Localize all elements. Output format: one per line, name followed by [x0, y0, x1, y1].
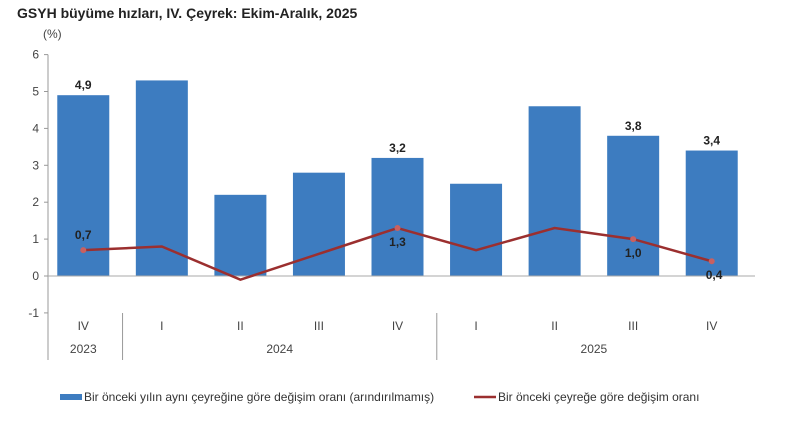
x-category-label: IV: [706, 319, 717, 333]
line-data-label: 0,7: [75, 228, 92, 242]
bar-data-label: 3,8: [625, 119, 642, 133]
bar: [528, 106, 581, 276]
line-point: [394, 225, 401, 232]
y-axis-label: (%): [43, 27, 62, 41]
line-data-label: 1,0: [625, 246, 642, 260]
bar-data-label: 3,2: [389, 141, 406, 155]
x-category-label: II: [551, 319, 558, 333]
line-data-label: 0,4: [706, 268, 723, 282]
x-category-label: III: [314, 319, 324, 333]
bar: [371, 157, 424, 276]
bar: [607, 135, 660, 276]
x-category-label: IV: [78, 319, 89, 333]
line-point: [630, 236, 637, 243]
line-data-label: 1,3: [389, 235, 406, 249]
y-tick-label: 4: [32, 121, 39, 135]
legend-bar-swatch: [60, 394, 82, 400]
bar: [450, 183, 503, 276]
x-category-label: I: [474, 319, 477, 333]
x-category-label: IV: [392, 319, 403, 333]
y-tick-label: 6: [32, 48, 39, 62]
line-point: [708, 258, 715, 265]
y-tick-label: -1: [28, 306, 39, 320]
y-tick-label: 3: [32, 158, 39, 172]
y-tick-label: 0: [32, 269, 39, 283]
y-tick-label: 2: [32, 195, 39, 209]
x-category-label: II: [237, 319, 244, 333]
bar-data-label: 4,9: [75, 78, 92, 92]
y-tick-label: 5: [32, 85, 39, 99]
chart-title: GSYH büyüme hızları, IV. Çeyrek: Ekim-Ar…: [17, 5, 358, 21]
bar: [57, 95, 110, 276]
x-category-label: I: [160, 319, 163, 333]
x-year-label: 2023: [70, 342, 97, 356]
legend-line-label: Bir önceki çeyreğe göre değişim oranı: [498, 390, 699, 404]
y-tick-label: 1: [32, 232, 39, 246]
x-year-label: 2025: [581, 342, 608, 356]
x-year-label: 2024: [266, 342, 293, 356]
bar: [214, 194, 267, 276]
bar-data-label: 3,4: [703, 134, 720, 148]
legend-bar-label: Bir önceki yılın aynı çeyreğine göre değ…: [84, 390, 434, 404]
line-point: [80, 247, 87, 254]
bar: [135, 80, 188, 277]
x-category-label: III: [628, 319, 638, 333]
